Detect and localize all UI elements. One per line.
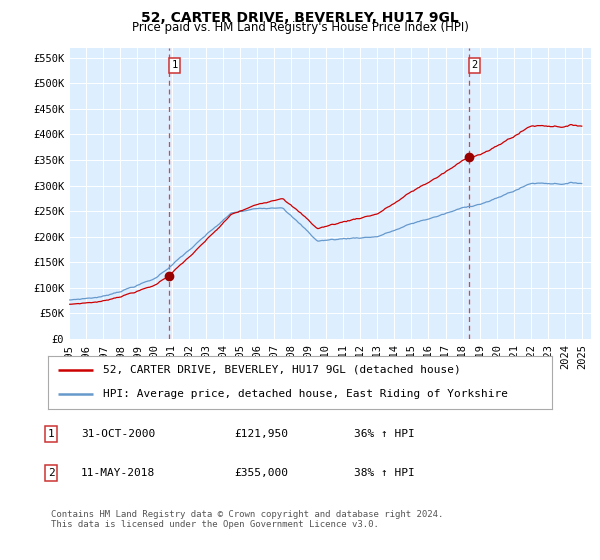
Text: 38% ↑ HPI: 38% ↑ HPI bbox=[354, 468, 415, 478]
Text: 2: 2 bbox=[47, 468, 55, 478]
Text: 11-MAY-2018: 11-MAY-2018 bbox=[81, 468, 155, 478]
Text: HPI: Average price, detached house, East Riding of Yorkshire: HPI: Average price, detached house, East… bbox=[103, 389, 508, 399]
Text: £121,950: £121,950 bbox=[234, 429, 288, 439]
Text: 36% ↑ HPI: 36% ↑ HPI bbox=[354, 429, 415, 439]
Text: 31-OCT-2000: 31-OCT-2000 bbox=[81, 429, 155, 439]
Text: 52, CARTER DRIVE, BEVERLEY, HU17 9GL: 52, CARTER DRIVE, BEVERLEY, HU17 9GL bbox=[141, 11, 459, 25]
Text: Price paid vs. HM Land Registry's House Price Index (HPI): Price paid vs. HM Land Registry's House … bbox=[131, 21, 469, 34]
Text: Contains HM Land Registry data © Crown copyright and database right 2024.
This d: Contains HM Land Registry data © Crown c… bbox=[51, 510, 443, 529]
Text: £355,000: £355,000 bbox=[234, 468, 288, 478]
Text: 1: 1 bbox=[47, 429, 55, 439]
Text: 52, CARTER DRIVE, BEVERLEY, HU17 9GL (detached house): 52, CARTER DRIVE, BEVERLEY, HU17 9GL (de… bbox=[103, 365, 461, 375]
Text: 1: 1 bbox=[172, 60, 178, 71]
Text: 2: 2 bbox=[472, 60, 478, 71]
